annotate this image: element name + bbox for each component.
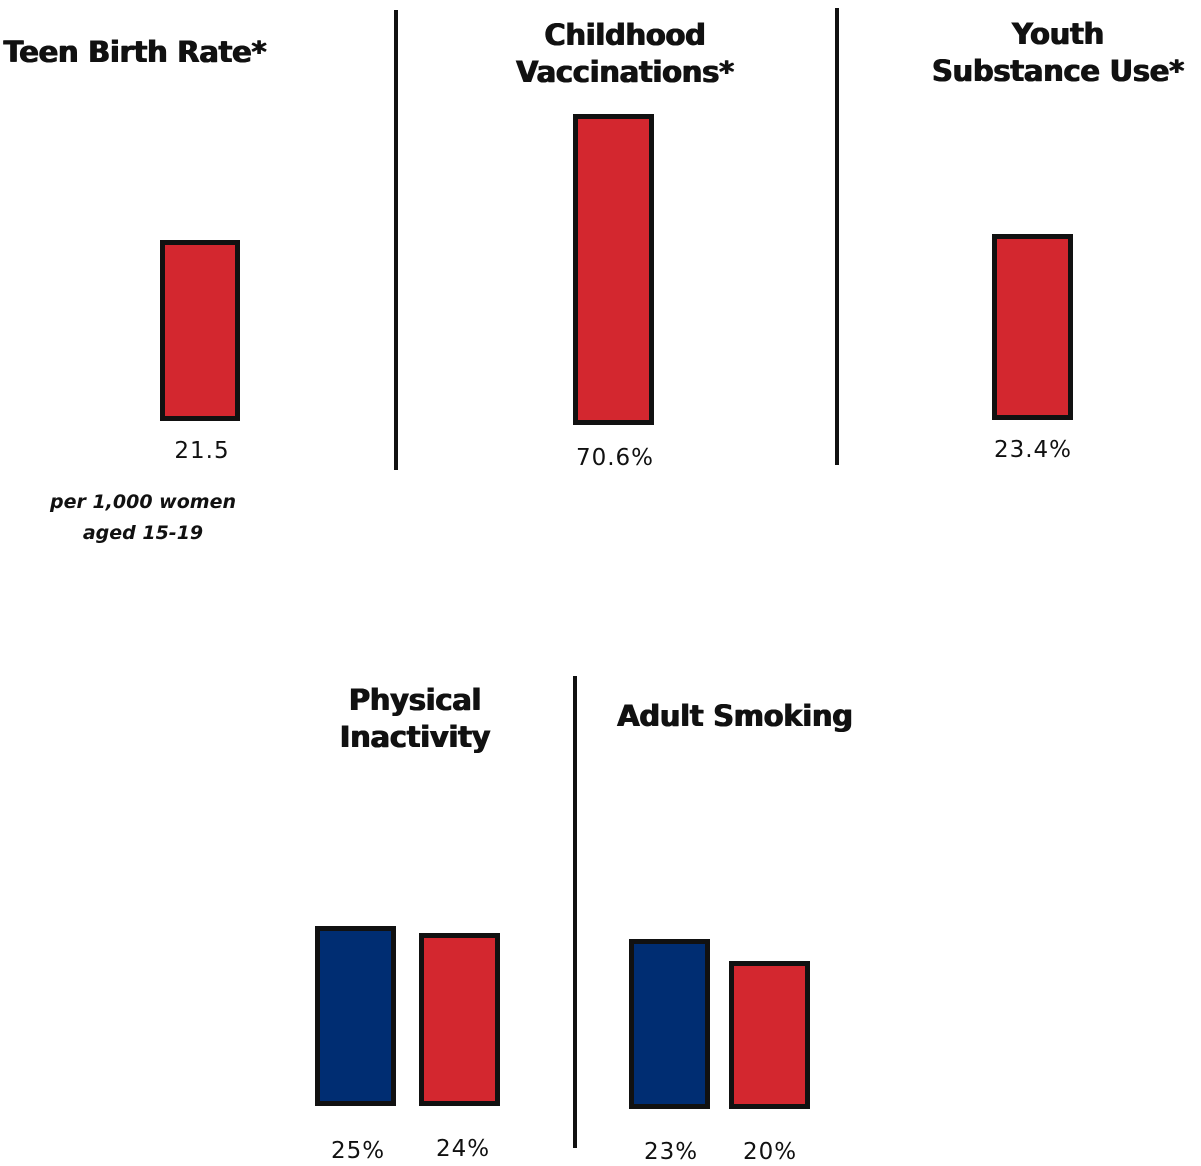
value-label-adult-smoking-2: 20% xyxy=(742,1139,798,1165)
bar-teen-birth-rate xyxy=(160,240,240,421)
bar-physical-inactivity-1 xyxy=(315,926,396,1106)
chart-title-childhood-vaccinations: Childhood Vaccinations* xyxy=(516,18,734,89)
divider-bottom xyxy=(573,676,577,1148)
chart-title-adult-smoking: Adult Smoking xyxy=(617,699,853,733)
divider-top-left xyxy=(394,10,398,470)
value-label-youth-substance-use: 23.4% xyxy=(993,437,1073,463)
value-label-physical-inactivity-1: 25% xyxy=(330,1138,386,1164)
bar-youth-substance-use xyxy=(992,234,1073,420)
bar-adult-smoking-2 xyxy=(729,961,810,1109)
bar-physical-inactivity-2 xyxy=(419,933,500,1106)
divider-top-right xyxy=(835,8,839,465)
bar-adult-smoking-1 xyxy=(629,939,710,1109)
value-label-childhood-vaccinations: 70.6% xyxy=(575,445,655,471)
bar-childhood-vaccinations xyxy=(573,114,654,425)
value-label-adult-smoking-1: 23% xyxy=(643,1139,699,1165)
chart-title-youth-substance-use: Youth Substance Use* xyxy=(931,17,1185,88)
note-teen-birth-rate: per 1,000 women aged 15-19 xyxy=(49,491,236,544)
value-label-physical-inactivity-2: 24% xyxy=(435,1136,491,1162)
value-label-teen-birth-rate: 21.5 xyxy=(174,438,230,464)
chart-title-physical-inactivity: Physical Inactivity xyxy=(339,683,491,754)
chart-title-teen-birth-rate: Teen Birth Rate* xyxy=(3,35,267,69)
